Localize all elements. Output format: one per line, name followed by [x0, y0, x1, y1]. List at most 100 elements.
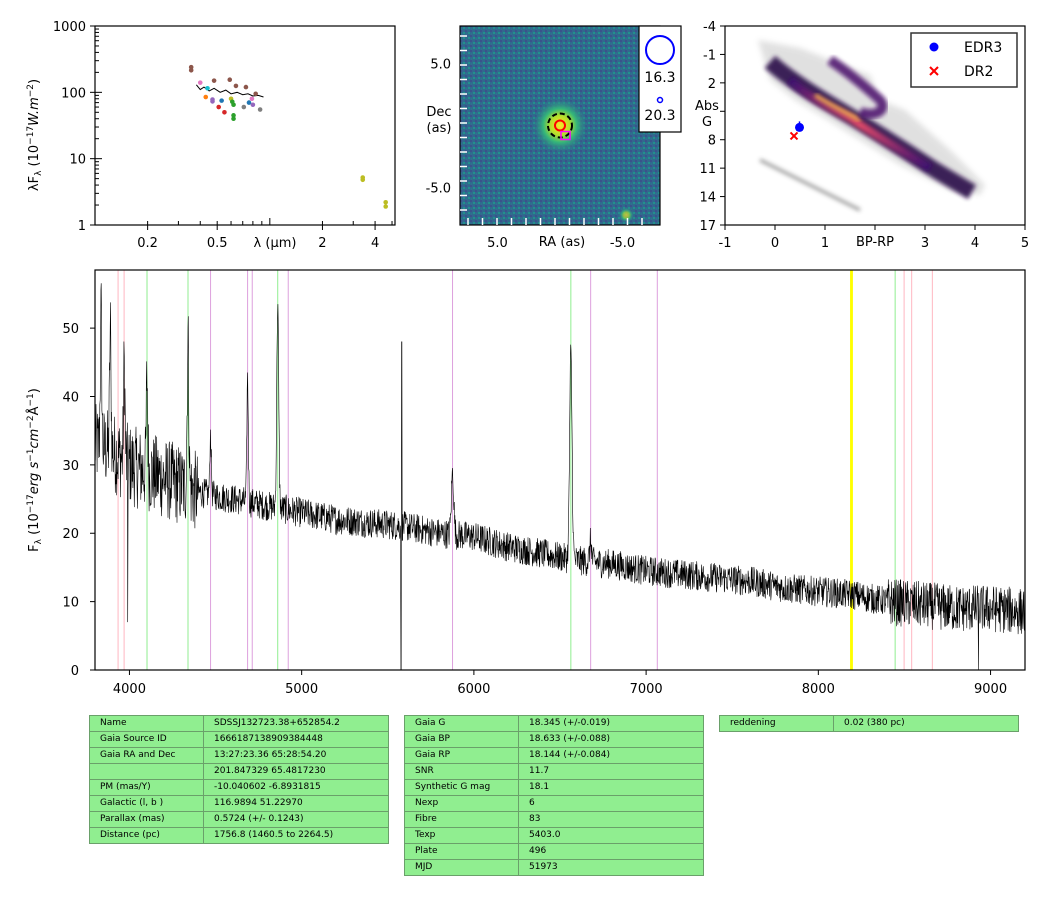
- hr-y-tick-label: 17: [699, 219, 716, 234]
- table-cell-label: Name: [89, 715, 204, 732]
- table-cell-label: Nexp: [404, 795, 519, 812]
- sed-point: [228, 96, 234, 102]
- table-cell-value: 6: [518, 795, 704, 812]
- sed-ylabel: λFλ (10−17W.m−2): [26, 79, 44, 191]
- table-cell-label: Distance (pc): [89, 827, 204, 844]
- hr-x-tick-label: 1: [821, 236, 829, 251]
- image-y-tick-label: -5.0: [426, 182, 451, 197]
- table-cell-label: Galactic (l, b ): [89, 795, 204, 812]
- table-row: 201.847329 65.4817230: [89, 763, 389, 780]
- neighbor-glow: [618, 207, 635, 224]
- table-row: Gaia RP 18.144 (+/-0.084): [404, 747, 704, 764]
- legend-dr2-label: DR2: [964, 64, 993, 80]
- hr-ylabel-1: Abs: [695, 99, 719, 114]
- table-row: Plate 496: [404, 843, 704, 860]
- table-cell-value: 11.7: [518, 763, 704, 780]
- sed-point: [241, 104, 247, 110]
- hr-point-edr3: [795, 122, 804, 132]
- sed-point: [231, 113, 236, 118]
- hr-x-tick-label: 4: [971, 236, 979, 251]
- sed-x-tick-label: 0.2: [137, 236, 158, 251]
- sed-point: [227, 77, 233, 83]
- hr-x-tick-label: 5: [1021, 236, 1029, 251]
- spectrum-x-tick-label: 6000: [457, 682, 490, 697]
- sed-point: [222, 110, 227, 115]
- table-row: Synthetic G mag 18.1: [404, 779, 704, 796]
- sed-spectrum-line: [195, 84, 264, 98]
- hr-x-tick-label: 0: [771, 236, 779, 251]
- table-cell-value: 201.847329 65.4817230: [203, 763, 389, 780]
- hr-point-dr2-stroke: [789, 131, 799, 141]
- table-row: SNR 11.7: [404, 763, 704, 780]
- sed-point: [219, 98, 224, 103]
- hr-legend: EDR3 DR2: [910, 32, 1018, 88]
- sed-x-tick-label: 0.5: [207, 236, 228, 251]
- table-cell-value: 51973: [518, 859, 704, 876]
- legend-label-small: 20.3: [644, 108, 675, 124]
- spectrum-y-tick-label: 0: [71, 664, 79, 679]
- sed-point: [211, 78, 217, 83]
- hr-xlabel: BP-RP: [856, 235, 894, 250]
- sed-point: [231, 116, 236, 122]
- spectrum-x-tick-label: 4000: [113, 682, 146, 697]
- info-table-3: reddening 0.02 (380 pc): [719, 715, 1019, 732]
- table-cell-label: Gaia RP: [404, 747, 519, 764]
- table-cell-label: Fibre: [404, 811, 519, 828]
- sed-point: [210, 97, 215, 102]
- hr-y-tick-label: 8: [708, 134, 716, 149]
- table-cell-value: 5403.0: [518, 827, 704, 844]
- image-y-tick-label: 5.0: [430, 57, 451, 72]
- table-cell-label: Gaia G: [404, 715, 519, 732]
- sed-point: [203, 94, 209, 100]
- sed-y-tick-label: 100: [61, 86, 86, 101]
- spectrum-x-tick-label: 9000: [974, 682, 1007, 697]
- table-row: Gaia Source ID 1666187138909384448: [89, 731, 389, 748]
- table-cell-value: 496: [518, 843, 704, 860]
- spectrum-x-tick-label: 5000: [285, 682, 318, 697]
- source-aperture-circle: [547, 112, 573, 139]
- table-cell-value: SDSSJ132723.38+652854.2: [203, 715, 389, 732]
- table-cell-value: 116.9894 51.22970: [203, 795, 389, 812]
- legend-circle-small: [656, 96, 664, 104]
- table-cell-value: 18.144 (+/-0.084): [518, 747, 704, 764]
- table-cell-label: reddening: [719, 715, 834, 732]
- spectrum-line: [94, 283, 1026, 671]
- table-row: Parallax (mas) 0.5724 (+/- 0.1243): [89, 811, 389, 828]
- sed-y-tick-label: 10: [69, 153, 86, 168]
- table-cell-value: 18.633 (+/-0.088): [518, 731, 704, 748]
- table-cell-label: Plate: [404, 843, 519, 860]
- sed-point: [257, 107, 263, 112]
- spectrum-frame: [94, 269, 1026, 671]
- sed-point: [360, 177, 366, 183]
- legend-circle-large: [645, 35, 675, 65]
- table-cell-label: SNR: [404, 763, 519, 780]
- sed-xlabel: λ (μm): [254, 236, 297, 251]
- image-legend: 16.3 20.3: [638, 25, 682, 133]
- image-ylabel-2: (as): [427, 121, 452, 136]
- hr-y-tick-label: 11: [699, 162, 716, 177]
- sed-y-tick-label: 1: [78, 219, 86, 234]
- sed-point: [253, 91, 258, 97]
- sed-point: [188, 64, 194, 70]
- sed-point: [216, 104, 222, 110]
- table-row: Galactic (l, b ) 116.9894 51.22970: [89, 795, 389, 812]
- table-row: Gaia G 18.345 (+/-0.019): [404, 715, 704, 732]
- table-cell-label: Texp: [404, 827, 519, 844]
- hr-y-tick-label: -1: [703, 48, 716, 63]
- spectrum-y-tick-label: 30: [62, 459, 79, 474]
- hr-point-dr2-stroke: [789, 131, 799, 141]
- sed-point: [250, 102, 256, 108]
- sed-point: [210, 99, 215, 104]
- table-cell-label: [89, 763, 204, 780]
- spectrum-y-tick-label: 50: [62, 322, 79, 337]
- hr-y-tick-label: 2: [708, 77, 716, 92]
- table-cell-label: MJD: [404, 859, 519, 876]
- hr-y-tick-label: 14: [699, 191, 716, 206]
- table-cell-value: 83: [518, 811, 704, 828]
- sed-point: [383, 204, 388, 209]
- table-row: MJD 51973: [404, 859, 704, 876]
- source-marker-dr2: [560, 130, 571, 141]
- hr-frame: [724, 25, 1026, 226]
- image-ylabel-1: Dec: [426, 105, 451, 120]
- table-cell-label: Gaia Source ID: [89, 731, 204, 748]
